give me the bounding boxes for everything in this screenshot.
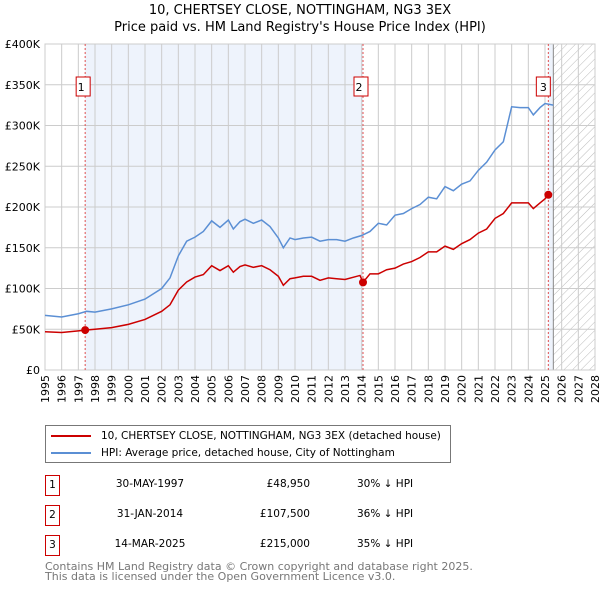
price-chart: 1995 1996 1997 1998 1999 2000 2001 2002 2003 2004… xyxy=(5,38,600,403)
x-tick-label: 2005 xyxy=(206,375,219,403)
x-tick-label: 1999 xyxy=(106,375,119,403)
x-tick-label: 2004 xyxy=(189,375,202,403)
transaction-date: 30-MAY-1997 xyxy=(115,478,185,490)
x-tick-label: 2002 xyxy=(156,375,169,403)
x-tick-label: 2007 xyxy=(239,375,252,403)
x-tick-label: 2001 xyxy=(139,375,152,403)
sale-label-box xyxy=(75,76,91,97)
transaction-price: £215,000 xyxy=(259,538,310,550)
x-tick-label: 2018 xyxy=(422,375,435,403)
x-tick-label: 2000 xyxy=(122,375,135,403)
y-tick-label: £200K xyxy=(5,201,41,214)
y-tick-label: £350K xyxy=(5,79,41,92)
transaction-row: 3 14-MAR-2025 £215,000 35% ↓ HPI xyxy=(45,535,445,556)
x-tick-label: 2019 xyxy=(439,375,452,403)
x-tick-label: 2026 xyxy=(556,375,569,403)
x-tick-label: 2011 xyxy=(306,375,319,403)
y-tick-label: £250K xyxy=(5,160,41,173)
footer-licence: This data is licensed under the Open Gov… xyxy=(45,570,396,583)
transaction-price: £48,950 xyxy=(266,478,310,490)
transaction-price: £107,500 xyxy=(259,508,310,520)
x-tick-label: 2025 xyxy=(539,375,552,403)
footer-copyright: Contains HM Land Registry data © Crown c… xyxy=(45,560,473,573)
plot-border xyxy=(44,43,596,371)
y-tick-label: £0 xyxy=(26,364,40,377)
transaction-row: 2 31-JAN-2014 £107,500 36% ↓ HPI xyxy=(45,505,445,526)
sale-label-box xyxy=(353,76,369,97)
x-tick-label: 1995 xyxy=(39,375,52,403)
transaction-hpi-diff: 35% ↓ HPI xyxy=(357,538,414,550)
property-series-line xyxy=(44,194,549,334)
y-tick-label: £150K xyxy=(5,242,41,255)
sale-point xyxy=(359,278,367,287)
sale-point xyxy=(81,326,90,335)
legend-item-property: 10, CHERTSEY CLOSE, NOTTINGHAM, NG3 3EX … xyxy=(46,428,441,444)
sale-point xyxy=(544,190,553,199)
transaction-hpi-diff: 36% ↓ HPI xyxy=(357,508,414,520)
x-tick-label: 2023 xyxy=(506,375,519,403)
x-tick-label: 1998 xyxy=(89,375,102,403)
x-tick-label: 2021 xyxy=(472,375,485,403)
transaction-date: 14-MAR-2025 xyxy=(114,538,186,550)
y-tick-label: £400K xyxy=(5,38,41,51)
x-tick-label: 2013 xyxy=(339,375,352,403)
x-tick-label: 2016 xyxy=(389,375,402,403)
x-tick-label: 2003 xyxy=(172,375,185,403)
transaction-number: 2 xyxy=(45,505,60,526)
x-tick-label: 2024 xyxy=(522,375,535,403)
x-tick-label: 2008 xyxy=(256,375,269,403)
x-tick-label: 2015 xyxy=(372,375,385,403)
legend-item-hpi: HPI: Average price, detached house, City… xyxy=(46,445,395,461)
legend: 10, CHERTSEY CLOSE, NOTTINGHAM, NG3 3EX … xyxy=(45,425,451,463)
x-tick-label: 2010 xyxy=(289,375,302,403)
hpi-series-line xyxy=(44,102,554,318)
x-tick-label: 2012 xyxy=(322,375,335,403)
transaction-date: 31-JAN-2014 xyxy=(116,508,184,520)
transaction-number: 1 xyxy=(45,475,60,496)
transaction-hpi-diff: 30% ↓ HPI xyxy=(357,478,414,490)
legend-label-property: 10, CHERTSEY CLOSE, NOTTINGHAM, NG3 3EX … xyxy=(101,430,441,442)
legend-label-hpi: HPI: Average price, detached house, City… xyxy=(101,447,395,459)
sale-label-number: 1 xyxy=(78,81,85,94)
chart-subtitle: Price paid vs. HM Land Registry's House … xyxy=(114,20,486,35)
x-tick-label: 2006 xyxy=(222,375,235,403)
x-tick-label: 2028 xyxy=(589,375,600,403)
chart-title: 10, CHERTSEY CLOSE, NOTTINGHAM, NG3 3EX xyxy=(148,3,452,18)
x-tick-label: 2022 xyxy=(489,375,502,403)
x-tick-label: 2020 xyxy=(456,375,469,403)
y-tick-label: £300K xyxy=(5,120,41,133)
red-line-swatch-icon xyxy=(51,435,91,437)
blue-line-swatch-icon xyxy=(51,452,91,454)
x-tick-label: 2014 xyxy=(356,375,369,403)
sale-label-number: 3 xyxy=(540,81,547,94)
x-tick-label: 1996 xyxy=(56,375,69,403)
y-tick-label: £50K xyxy=(12,323,41,336)
transaction-number: 3 xyxy=(45,535,60,556)
transaction-row: 1 30-MAY-1997 £48,950 30% ↓ HPI xyxy=(45,475,445,496)
x-tick-label: 2027 xyxy=(572,375,585,403)
x-tick-label: 1997 xyxy=(72,375,85,403)
sale-label-box xyxy=(535,76,551,97)
x-tick-label: 2017 xyxy=(406,375,419,403)
x-tick-label: 2009 xyxy=(272,375,285,403)
y-tick-label: £100K xyxy=(5,283,41,296)
sale-label-number: 2 xyxy=(356,81,363,94)
